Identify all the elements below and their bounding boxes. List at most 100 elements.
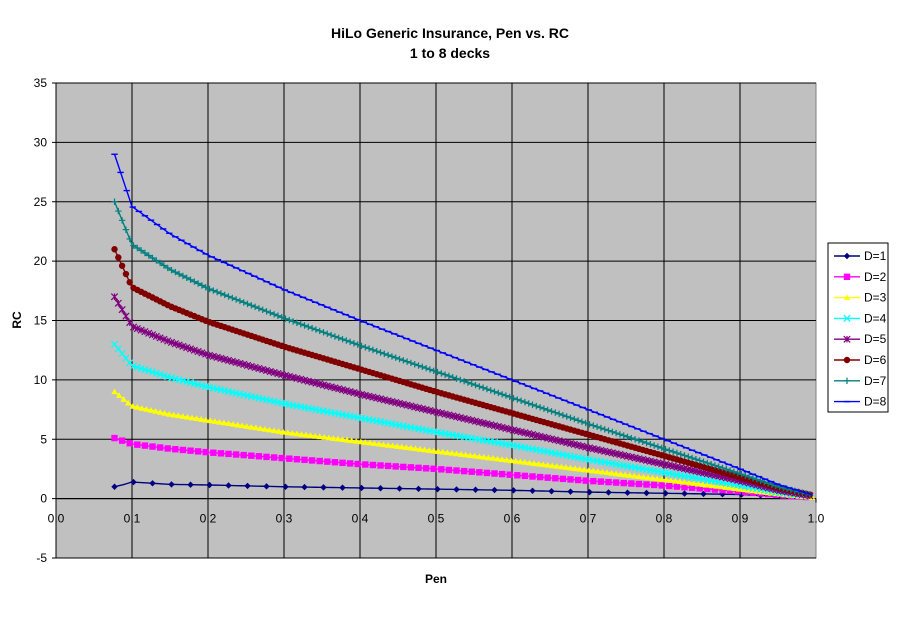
data-point bbox=[137, 247, 145, 254]
legend-item: D=1 bbox=[834, 249, 887, 263]
data-point bbox=[259, 306, 266, 314]
data-point bbox=[535, 460, 542, 467]
data-point bbox=[514, 396, 521, 403]
data-point bbox=[339, 436, 346, 442]
data-point bbox=[581, 466, 588, 473]
data-point bbox=[510, 487, 517, 494]
data-point bbox=[202, 448, 209, 456]
data-point bbox=[448, 449, 456, 456]
data-point bbox=[369, 346, 377, 354]
data-point bbox=[498, 470, 506, 478]
legend-marker bbox=[843, 314, 851, 323]
data-point bbox=[160, 262, 168, 269]
data-point bbox=[601, 426, 608, 433]
data-point bbox=[553, 463, 561, 469]
data-point bbox=[715, 463, 722, 470]
data-point bbox=[147, 406, 155, 413]
data-point bbox=[517, 397, 525, 405]
data-point bbox=[421, 446, 428, 453]
data-point bbox=[567, 464, 574, 471]
data-point bbox=[419, 363, 426, 371]
data-point bbox=[663, 476, 670, 483]
data-point bbox=[168, 266, 175, 274]
data-point bbox=[644, 474, 652, 481]
data-point bbox=[225, 420, 232, 427]
data-point bbox=[585, 467, 592, 473]
data-point bbox=[445, 466, 453, 474]
data-point bbox=[346, 338, 354, 346]
legend-item: D=4 bbox=[834, 311, 887, 325]
data-point bbox=[362, 439, 369, 445]
data-point bbox=[434, 368, 441, 376]
data-point bbox=[236, 297, 244, 305]
data-point bbox=[628, 480, 635, 487]
data-point bbox=[263, 308, 270, 315]
data-point bbox=[164, 337, 172, 345]
data-point bbox=[257, 425, 264, 432]
data-point bbox=[161, 409, 168, 416]
data-point bbox=[434, 485, 441, 493]
data-point bbox=[695, 480, 702, 487]
data-point bbox=[593, 423, 601, 431]
data-point bbox=[719, 464, 726, 472]
data-point bbox=[498, 456, 506, 462]
legend-label: D=3 bbox=[864, 291, 887, 305]
data-point bbox=[243, 423, 250, 429]
legend-box bbox=[827, 242, 889, 413]
data-point bbox=[244, 300, 251, 308]
legend-marker bbox=[843, 294, 851, 301]
data-point bbox=[358, 484, 365, 492]
data-point bbox=[115, 207, 122, 215]
data-point bbox=[293, 319, 301, 326]
data-point bbox=[221, 291, 228, 299]
data-point bbox=[512, 457, 519, 464]
series-d6 bbox=[111, 246, 814, 498]
data-point bbox=[141, 442, 149, 449]
data-point bbox=[389, 442, 396, 449]
data-point bbox=[599, 468, 606, 475]
data-point bbox=[179, 413, 187, 419]
data-point bbox=[624, 489, 631, 496]
data-point bbox=[476, 469, 483, 476]
data-point bbox=[248, 302, 255, 309]
data-point bbox=[362, 461, 369, 468]
data-point bbox=[549, 462, 556, 469]
data-point bbox=[416, 445, 424, 452]
data-point bbox=[411, 361, 418, 368]
data-point bbox=[567, 414, 574, 422]
data-point bbox=[521, 472, 529, 480]
data-point bbox=[631, 436, 639, 443]
data-point bbox=[761, 478, 768, 486]
data-point bbox=[444, 449, 451, 456]
data-point bbox=[574, 417, 582, 424]
y-tick-label: 35 bbox=[34, 76, 48, 90]
data-point bbox=[284, 429, 291, 436]
data-point bbox=[526, 459, 533, 466]
series-d3 bbox=[111, 388, 816, 500]
data-point bbox=[503, 456, 510, 463]
data-point bbox=[453, 486, 460, 493]
data-point bbox=[308, 457, 316, 464]
series-group bbox=[110, 153, 816, 501]
data-point bbox=[480, 453, 488, 460]
data-point bbox=[392, 463, 399, 470]
data-point bbox=[612, 479, 620, 486]
data-point bbox=[711, 462, 719, 469]
data-point bbox=[307, 432, 314, 439]
data-point bbox=[722, 484, 729, 490]
legend-item: D=7 bbox=[834, 374, 887, 388]
x-tick-label: 0.9 bbox=[732, 512, 749, 526]
data-point bbox=[506, 471, 513, 478]
data-point bbox=[251, 303, 259, 311]
data-point bbox=[692, 456, 700, 463]
data-point bbox=[126, 279, 133, 286]
data-point bbox=[270, 427, 278, 434]
data-point bbox=[115, 254, 122, 261]
data-point bbox=[536, 404, 544, 411]
data-point bbox=[719, 486, 726, 494]
data-point bbox=[704, 459, 711, 467]
data-point bbox=[609, 428, 616, 435]
data-point bbox=[544, 474, 551, 481]
data-point bbox=[435, 448, 442, 454]
